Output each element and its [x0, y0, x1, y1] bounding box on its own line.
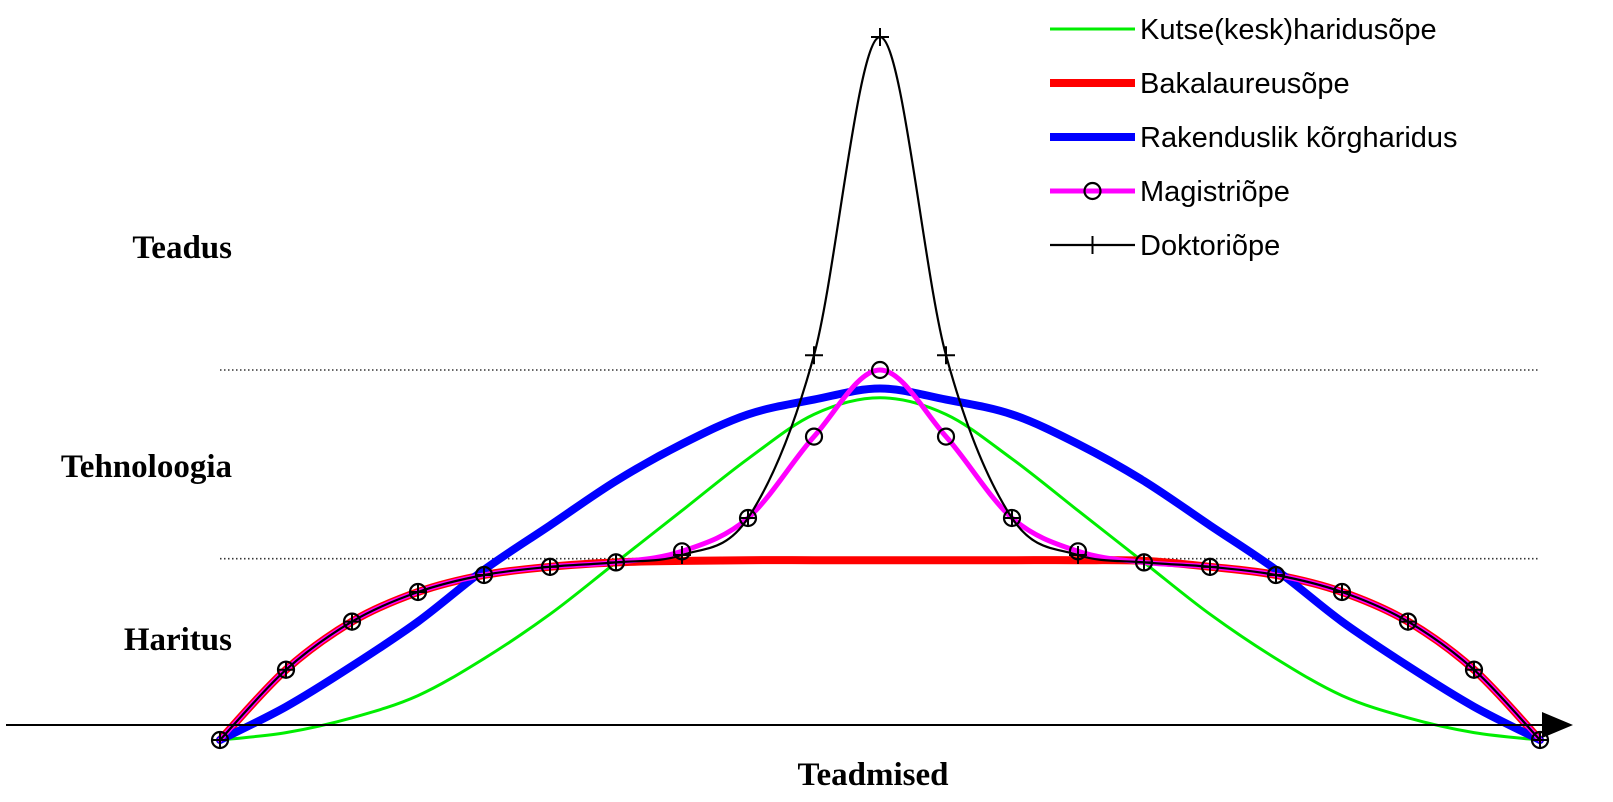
legend-label-1: Bakalaureusõpe [1140, 68, 1350, 100]
point-doktori-6 [607, 553, 625, 572]
series-lines [216, 35, 1544, 744]
point-doktori-12 [1003, 509, 1021, 527]
point-doktori-1 [277, 660, 295, 679]
point-doktori-16 [1267, 565, 1285, 584]
series-line-0 [218, 396, 1542, 742]
legend-marker-3 [1083, 181, 1102, 201]
series-markers [210, 28, 1550, 750]
point-doktori-5 [541, 557, 559, 576]
legend-label-4: Doktoriõpe [1140, 230, 1280, 262]
point-doktori-2 [343, 612, 361, 631]
point-magistri-10 [870, 360, 890, 380]
point-doktori-11 [937, 346, 955, 365]
x-axis-label: Teadmised [798, 757, 949, 793]
point-doktori-8 [739, 509, 757, 527]
point-doktori-14 [1135, 553, 1153, 572]
point-doktori-15 [1201, 557, 1219, 576]
point-doktori-20 [1531, 731, 1549, 749]
zone-label-0: Haritus [124, 622, 232, 658]
point-doktori-18 [1399, 612, 1417, 631]
x-axis-arrow-icon [1542, 712, 1573, 738]
point-doktori-10 [871, 28, 889, 46]
zone-labels: Haritus Tehnoloogia Teadus [61, 230, 232, 658]
zone-label-1: Tehnoloogia [61, 449, 232, 485]
point-doktori-4 [475, 565, 493, 584]
legend-label-0: Kutse(kesk)haridusõpe [1140, 14, 1437, 46]
legend: Kutse(kesk)haridusõpe Bakalaureusõpe Raken… [1050, 14, 1458, 262]
point-doktori-0 [211, 731, 229, 749]
point-doktori-3 [409, 583, 427, 601]
x-axis [6, 712, 1573, 738]
series-line-3 [217, 367, 1543, 743]
point-doktori-9 [805, 346, 823, 365]
point-doktori-13 [1069, 546, 1087, 564]
legend-label-2: Rakenduslik kõrgharidus [1140, 122, 1458, 154]
legend-marker-4 [1083, 236, 1102, 254]
zone-label-2: Teadus [132, 230, 232, 266]
point-doktori-17 [1333, 583, 1351, 601]
point-magistri-11 [936, 427, 956, 446]
point-magistri-9 [804, 427, 824, 446]
point-doktori-7 [673, 546, 691, 564]
point-doktori-19 [1465, 660, 1483, 679]
series-line-2 [216, 384, 1544, 744]
legend-label-3: Magistriõpe [1140, 176, 1290, 208]
